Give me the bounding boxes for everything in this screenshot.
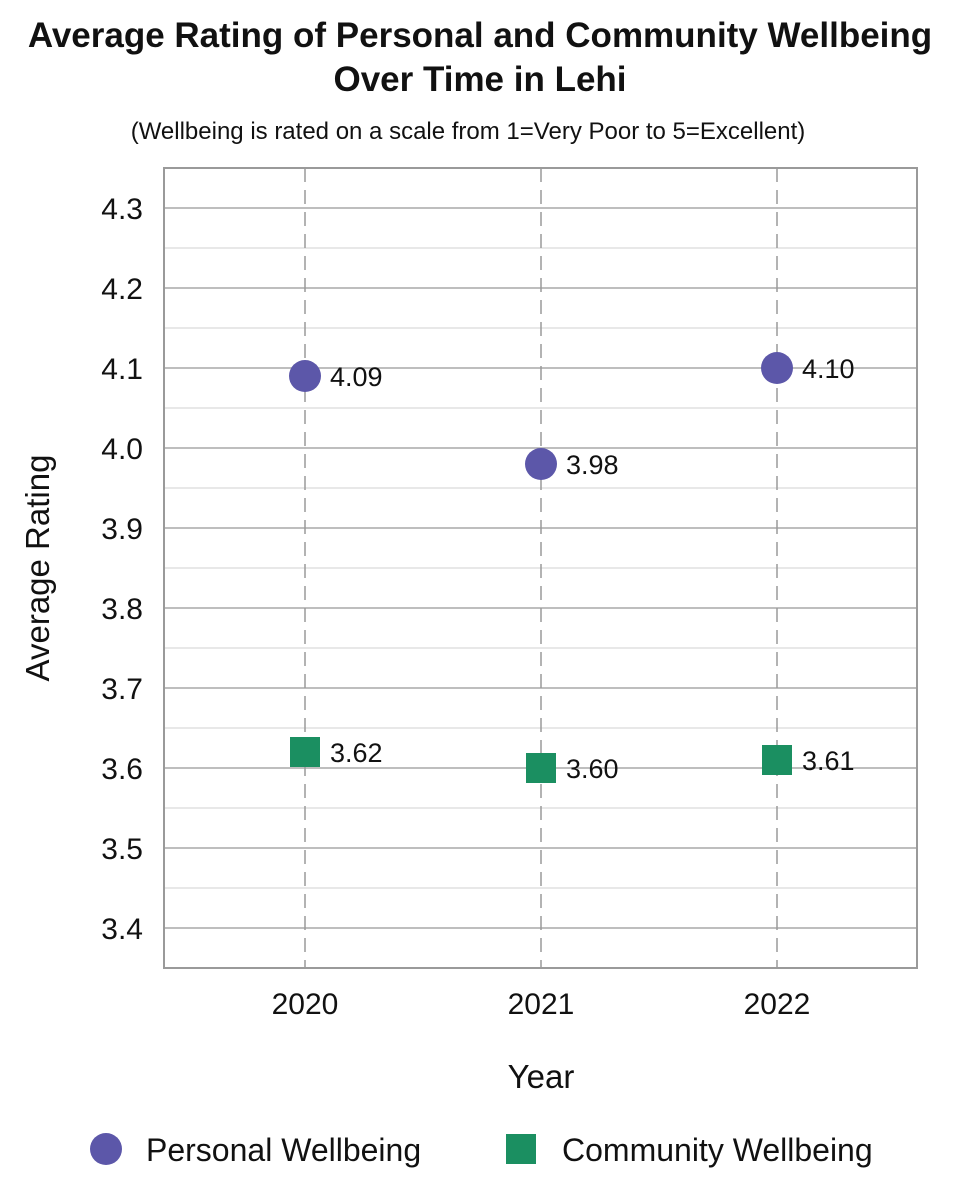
plot-border xyxy=(163,167,918,969)
chart-title-line-2: Over Time in Lehi xyxy=(333,60,627,99)
community-wellbeing-label: 3.61 xyxy=(802,746,855,776)
chart-title-line-1: Average Rating of Personal and Community… xyxy=(27,16,933,55)
y-tick-label: 4.3 xyxy=(101,193,143,226)
community-wellbeing-point xyxy=(526,753,556,783)
personal-wellbeing-point xyxy=(761,352,793,384)
x-tick-label: 2022 xyxy=(744,988,811,1021)
chart-title: Average Rating of Personal and Community… xyxy=(0,14,960,102)
x-tick-label: 2020 xyxy=(272,988,339,1021)
y-tick-label: 3.7 xyxy=(101,673,143,706)
y-tick-label: 4.1 xyxy=(101,353,143,386)
legend-personal-label: Personal Wellbeing xyxy=(146,1132,421,1168)
personal-wellbeing-label: 4.10 xyxy=(802,354,855,384)
y-tick-label: 3.6 xyxy=(101,753,143,786)
y-tick-label: 3.8 xyxy=(101,593,143,626)
legend-personal-marker xyxy=(90,1133,122,1165)
chart-subtitle: (Wellbeing is rated on a scale from 1=Ve… xyxy=(130,118,806,145)
legend-community-label: Community Wellbeing xyxy=(562,1132,873,1168)
community-wellbeing-point xyxy=(762,745,792,775)
y-tick-label: 3.9 xyxy=(101,513,143,546)
community-wellbeing-label: 3.60 xyxy=(566,754,619,784)
x-tick-label: 2021 xyxy=(508,988,575,1021)
y-axis-title: Average Rating xyxy=(19,455,56,682)
legend-community-marker xyxy=(506,1134,536,1164)
y-tick-label: 3.4 xyxy=(101,913,143,946)
x-axis-title: Year xyxy=(508,1058,575,1095)
personal-wellbeing-label: 4.09 xyxy=(330,362,383,392)
y-tick-label: 4.0 xyxy=(101,433,143,466)
personal-wellbeing-label: 3.98 xyxy=(566,450,619,480)
personal-wellbeing-point xyxy=(525,448,557,480)
community-wellbeing-point xyxy=(290,737,320,767)
community-wellbeing-label: 3.62 xyxy=(330,738,383,768)
y-tick-label: 4.2 xyxy=(101,273,143,306)
personal-wellbeing-point xyxy=(289,360,321,392)
y-tick-label: 3.5 xyxy=(101,833,143,866)
